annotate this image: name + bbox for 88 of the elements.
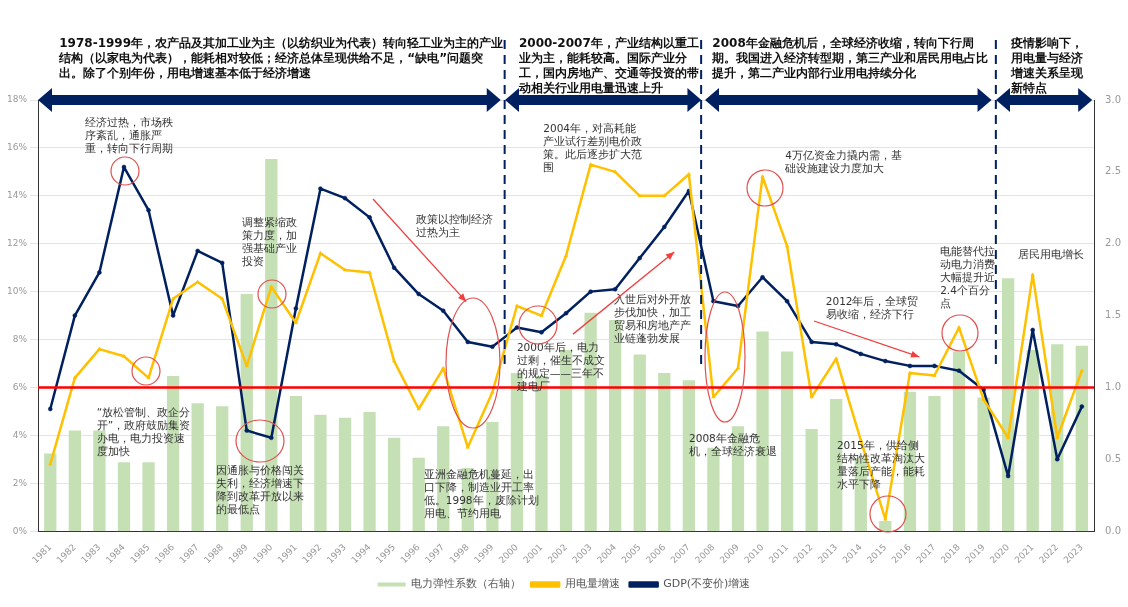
y-tick-label: 8%	[12, 333, 28, 344]
text: 1978-1999年，农产品及其加工业为主（以纺织业为代表）转向轻工业为主的产业结构（以家电为代表），能耗相对较低；经济总体呈现供给不足，“缺电”问题突出。除了个别年份，用电增速基本低于经济增速	[59, 36, 505, 81]
y-tick-label: 14%	[6, 190, 28, 201]
annotation: 亚洲金融危机蔓延，出口下降，制造业开工率低。1998年，废除计划用电、节约用电	[423, 467, 540, 520]
point	[195, 279, 200, 284]
bar	[805, 429, 818, 532]
point	[48, 461, 53, 466]
point	[907, 370, 912, 375]
point	[613, 169, 618, 174]
point	[392, 358, 397, 363]
bar	[314, 414, 327, 532]
point	[343, 267, 347, 272]
point	[735, 366, 740, 370]
annotation: 2012年后，全球贸易收缩，经济下行	[825, 295, 920, 322]
y-tick-label: 0%	[12, 525, 28, 536]
point	[1030, 272, 1035, 277]
legend-label: GDP(不变价)增速	[663, 577, 751, 591]
bar	[977, 397, 990, 532]
bar	[952, 351, 966, 532]
text: 疫情影响下，用电量与经济增速关系呈现新特点	[1011, 36, 1085, 96]
point	[171, 296, 176, 301]
bar	[412, 457, 425, 532]
y-tick-label: 10%	[6, 285, 28, 296]
point	[981, 397, 986, 401]
annotation: 调整紧缩政策力度，加强基础产业投资	[241, 216, 298, 268]
bar	[363, 411, 376, 532]
bar	[658, 373, 671, 532]
annotation: 经济过热，市场秩序紊乱，通胀严重，转向下行周期	[84, 116, 174, 156]
y-tick-label: 16%	[6, 142, 28, 153]
bar	[68, 430, 81, 532]
point	[1079, 368, 1084, 372]
text: 2000-2007年，产业结构以重工业为主，能耗较高。国际产业分工，国内房地产、交通等投资的带动相关行业用电量迅速上升	[518, 36, 700, 96]
point	[785, 243, 790, 248]
bar	[633, 354, 646, 532]
point	[564, 253, 569, 257]
legend-label: 电力弹性系数（右轴）	[411, 577, 522, 591]
annotation: 因通胀与价格闯关失利，经济增速下降到改革开放以来的最低点	[216, 464, 306, 517]
annotation: 2008年金融危机，全球经济衰退	[689, 431, 779, 458]
y2-tick-label: 0.5	[1105, 452, 1121, 464]
point	[588, 162, 593, 166]
point	[220, 296, 225, 301]
y2-tick-label: 2.0	[1105, 237, 1121, 249]
bar	[1026, 350, 1039, 532]
bar	[142, 462, 155, 532]
bar	[44, 453, 57, 532]
point	[490, 389, 495, 394]
annotation: 政策以控制经济过热为主	[415, 212, 494, 239]
point	[932, 373, 937, 377]
point	[441, 366, 446, 370]
y2-tick-label: 1.0	[1105, 381, 1121, 393]
point	[637, 193, 642, 198]
point	[97, 346, 102, 351]
bar	[387, 437, 401, 532]
bar	[780, 351, 794, 532]
point	[269, 284, 274, 289]
bar	[1075, 345, 1088, 532]
y-tick-label: 12%	[6, 238, 28, 249]
point	[662, 193, 667, 198]
point	[834, 356, 839, 360]
annotation: 4万亿资金力撬内需，基础设施建设力度加大	[785, 149, 903, 176]
point	[686, 172, 691, 176]
point	[367, 270, 372, 274]
y2-tick-label: 3.0	[1105, 93, 1121, 105]
annotation: “放松管制、政企分开”，政府鼓励集资办电，电力投资速度加快	[96, 405, 192, 458]
bar	[117, 462, 131, 532]
y2-tick-label: 2.5	[1105, 165, 1121, 177]
bar	[928, 396, 941, 532]
point	[760, 174, 765, 178]
y-tick-label: 6%	[12, 381, 28, 392]
annotation: 居民用电增长	[1018, 247, 1086, 261]
point	[72, 375, 77, 380]
y2-tick-label: 1.5	[1105, 309, 1121, 321]
bar	[338, 417, 352, 532]
point	[465, 445, 470, 449]
bar	[879, 521, 892, 532]
bar	[191, 403, 204, 532]
legend-label: 用电量增速	[564, 577, 620, 591]
point	[514, 303, 519, 308]
annotation: 电能替代拉动电力消费大幅提升近2.4个百分点	[940, 244, 997, 310]
y-tick-label: 4%	[12, 429, 28, 440]
annotation: 2004年，对高耗能产业试行差别电价政策。此后逐步扩大范围	[543, 121, 644, 174]
point	[957, 325, 961, 329]
y-tick-label: 2%	[12, 477, 28, 488]
text: 2008年金融危机后，全球经济收缩，转向下行周期。我国进入经济转型期，第三产业和居民用电占比提升，第二产业内部行业用电持续分化	[712, 36, 990, 81]
y2-tick-label: 0.0	[1105, 524, 1121, 536]
point	[318, 251, 323, 255]
point	[121, 354, 126, 358]
y-tick-label: 18%	[6, 94, 28, 105]
